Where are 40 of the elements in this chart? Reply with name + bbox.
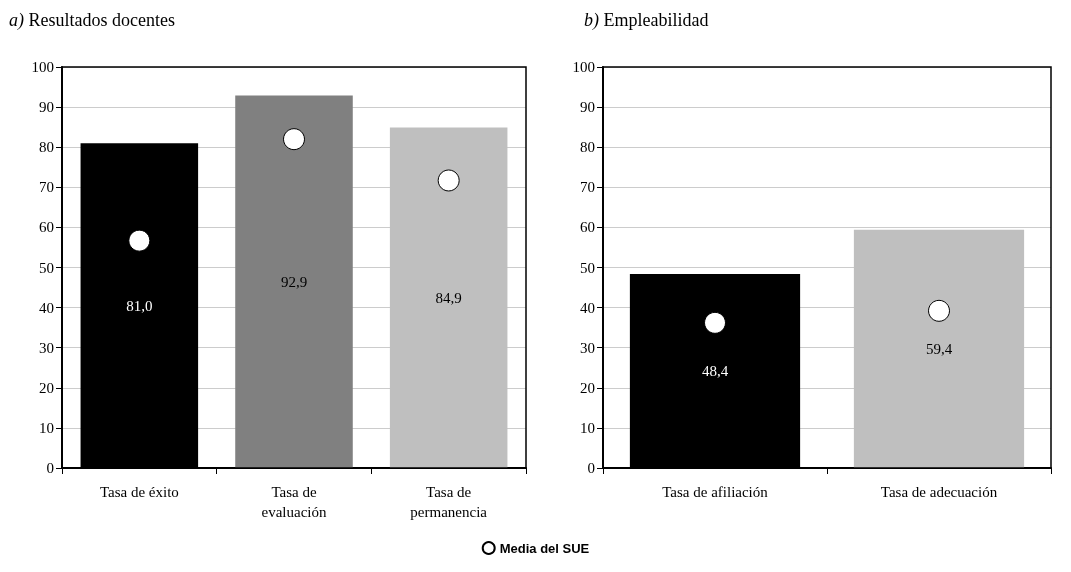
y-tick-label: 100	[31, 59, 54, 75]
y-tick-label: 60	[580, 219, 595, 236]
y-tick-label: 70	[39, 179, 54, 196]
y-tick-label: 50	[580, 259, 595, 276]
chart-title: a) Resultados docentes	[9, 10, 175, 31]
y-tick-label: 60	[39, 219, 54, 236]
y-tick-label: 30	[39, 339, 54, 356]
point	[283, 128, 305, 151]
y-tick-label: 50	[39, 259, 54, 276]
y-tick-label: 10	[580, 419, 595, 436]
y-tick-label: 40	[580, 299, 595, 316]
y-tick-label: 100	[572, 59, 595, 75]
y-tick-label: 40	[39, 299, 54, 316]
data-label: 92,9	[280, 273, 308, 290]
y-tick-label: 70	[580, 179, 595, 196]
legend-label: Media del SUE	[499, 540, 590, 556]
y-tick-label: 20	[39, 379, 54, 396]
x-tick-label: Tasa de afiliación	[662, 484, 769, 500]
y-tick-label: 90	[580, 99, 595, 116]
bar	[389, 127, 508, 468]
y-tick-label: 80	[580, 139, 595, 156]
data-label: 59,4	[925, 340, 953, 357]
y-tick-label: 0	[587, 460, 595, 476]
y-tick-label: 90	[39, 99, 54, 116]
data-label: 84,9	[435, 289, 462, 306]
y-tick-label: 10	[39, 419, 54, 436]
x-tick-label: Tasa de permanencia	[410, 484, 488, 520]
bar	[235, 95, 353, 468]
x-tick-label: Tasa de éxito	[99, 484, 179, 500]
y-tick-label: 0	[46, 460, 54, 476]
x-tick-label: Tasa de adecuación	[880, 484, 998, 500]
chart-title: b) Empleabilidad	[584, 10, 709, 31]
data-label: 48,4	[701, 362, 729, 379]
data-label: 81,0	[126, 297, 153, 314]
x-tick-label: Tasa de evaluación	[261, 484, 327, 520]
y-tick-label: 20	[580, 379, 595, 396]
point	[128, 229, 151, 252]
y-tick-label: 80	[39, 139, 54, 156]
y-tick-label: 30	[580, 339, 595, 356]
point	[437, 169, 460, 192]
